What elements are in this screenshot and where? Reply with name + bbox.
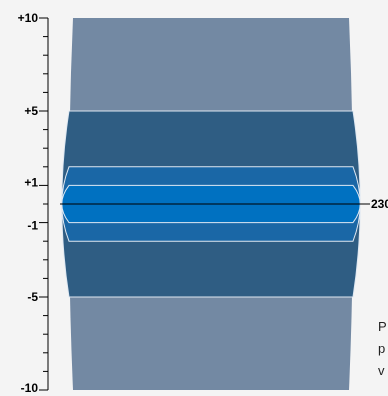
side-text: P p v [378,316,388,382]
vertical-axis: +10 +5 +1 -1 -5 -10 [18,11,49,395]
side-text-line-2: p [378,341,386,356]
tick-label: +10 [18,11,39,25]
tick-label: -10 [21,381,39,395]
tick-label: -1 [27,219,38,233]
center-line-label: 230 [371,197,388,211]
side-text-line-3: v [378,363,385,378]
tick-label: -5 [27,290,38,304]
tick-label: +1 [24,175,38,189]
side-text-line-1: P [378,319,387,334]
tick-label: +5 [24,104,38,118]
